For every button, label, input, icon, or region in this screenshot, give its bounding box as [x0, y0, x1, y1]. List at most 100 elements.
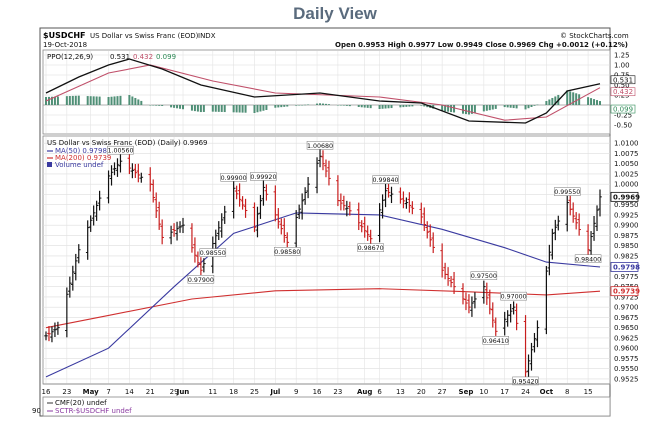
- x-axis-label: 24: [521, 388, 530, 396]
- ppo-histogram-bar: [369, 105, 372, 109]
- price-annotation: 0.95420: [513, 378, 539, 385]
- ppo-histogram-bar: [554, 96, 557, 105]
- ppo-histogram-bar: [363, 105, 366, 108]
- page-title: Daily View: [293, 4, 377, 23]
- price-annotation-box: [500, 291, 527, 301]
- ppo-histogram-bar: [301, 105, 304, 106]
- ppo-histogram-bar: [211, 105, 214, 112]
- price-tick-label: 1.0025: [614, 170, 639, 178]
- price-tick-label: 0.9700: [614, 304, 639, 312]
- ppo-histogram-bar: [232, 105, 235, 113]
- ppo-histogram-bar: [575, 93, 578, 105]
- ppo-histogram-bar: [405, 105, 408, 107]
- price-annotation: 0.99900: [221, 175, 247, 182]
- ppo-histogram-bar: [176, 105, 179, 109]
- ppo-histogram-bar: [426, 105, 429, 108]
- ppo-line: [45, 58, 601, 124]
- ppo-histogram-bar: [548, 99, 551, 105]
- ppo-histogram-bar: [241, 105, 244, 113]
- ppo-value-tag-box: [610, 75, 636, 85]
- ppo-histogram-bar: [494, 105, 497, 109]
- price-tick-label: 0.9575: [614, 355, 639, 363]
- ppo-histogram-bar: [161, 105, 164, 106]
- ppo-histogram-bar: [444, 105, 447, 112]
- price-tick-label: 0.9825: [614, 252, 639, 260]
- ppo-histogram-bar: [238, 105, 241, 113]
- ppo-histogram-bar: [360, 105, 363, 108]
- ppo-histogram-bar: [485, 105, 488, 111]
- ppo-histogram-bar: [235, 105, 238, 113]
- x-axis-label: Sep: [459, 388, 474, 396]
- price-annotation: 0.98580: [274, 249, 300, 256]
- ma200-legend-label: MA(200) 0.9739: [55, 154, 111, 162]
- ppo-histogram-bar: [569, 91, 572, 105]
- ppo-histogram-bar: [423, 105, 426, 107]
- price-tick-label: 0.9650: [614, 324, 639, 332]
- ppo-histogram-bar: [65, 96, 68, 105]
- price-annotation: 0.97900: [188, 277, 214, 284]
- price-tick-label: 0.9525: [614, 375, 639, 383]
- ppo-panel: [42, 49, 611, 135]
- ppo-histogram-bar: [464, 105, 467, 115]
- ppo-histogram-bar: [71, 95, 74, 105]
- ppo-histogram-bar: [256, 105, 259, 113]
- price-value-tag: 0.9739: [613, 288, 640, 296]
- ppo-histogram-bar: [316, 103, 319, 105]
- ppo-value-tag-box: [610, 87, 636, 97]
- price-tick-label: 1.0050: [614, 160, 639, 168]
- ppo-tick-label: -0.50: [614, 122, 632, 130]
- price-annotation: 0.97500: [471, 273, 497, 280]
- x-axis-label: 6: [377, 388, 382, 396]
- x-axis-label: 27: [438, 388, 447, 396]
- ppo-histogram-bar: [357, 105, 360, 107]
- ppo-histogram-bar: [572, 92, 575, 105]
- price-tick-label: 0.9600: [614, 345, 639, 353]
- ppo-histogram-bar: [491, 105, 494, 110]
- ppo-histogram-bar: [182, 105, 185, 110]
- ppo-histogram-bar: [53, 96, 56, 105]
- ppo-histogram-bar: [190, 105, 193, 111]
- x-axis-label: Jul: [269, 388, 280, 396]
- sctr-legend-label: SCTR-$USDCHF undef: [55, 407, 132, 415]
- price-annotation: 1.00680: [307, 143, 333, 150]
- ppo-histogram-bar: [551, 97, 554, 105]
- ppo-axis: 1.251.000.750.500.25-0.25-0.500.5310.432…: [610, 52, 636, 130]
- price-annotation-box: [250, 172, 277, 181]
- ppo-histogram-bar: [596, 100, 599, 105]
- ppo-histogram-bar: [134, 97, 137, 105]
- ppo-tick-label: 1.00: [614, 62, 630, 70]
- ppo-histogram-bar: [450, 105, 453, 113]
- price-tick-label: 0.9725: [614, 293, 639, 301]
- price-value-tag-box: [610, 286, 639, 297]
- price-annotation-box: [357, 243, 384, 252]
- price-annotation: 0.99550: [554, 189, 580, 196]
- x-axis-label: 11: [208, 388, 217, 396]
- ppo-histogram-bar: [327, 104, 330, 105]
- x-axis-label: Jun: [176, 388, 190, 396]
- ppo-histogram-bar: [86, 96, 89, 105]
- ppo-histogram-bar: [506, 105, 509, 108]
- ppo-histogram-bar: [307, 104, 310, 105]
- ppo-histogram-bar: [259, 105, 262, 112]
- price-annotation-box: [470, 271, 498, 280]
- price-value-tag: 0.9969: [613, 193, 640, 201]
- ppo-histogram-bar: [137, 99, 140, 105]
- x-axis-label: 8: [565, 388, 569, 396]
- ppo-histogram-bar: [283, 105, 286, 107]
- ppo-histogram-bar: [277, 105, 280, 108]
- ppo-histogram-bar: [56, 96, 59, 105]
- ppo-histogram-bar: [587, 97, 590, 105]
- ppo-value-tag: 0.531: [613, 76, 633, 84]
- price-annotation-box: [187, 275, 215, 284]
- ppo-histogram-bar: [179, 105, 182, 109]
- ppo-histogram-bar: [295, 105, 298, 106]
- ppo-histogram-bar: [348, 105, 351, 107]
- price-bars: [44, 149, 602, 379]
- exchange-label: INDX: [198, 32, 216, 40]
- ppo-signal-line: [45, 64, 601, 121]
- ppo-histogram-bar: [202, 105, 205, 112]
- price-tick-label: 0.9850: [614, 242, 639, 250]
- price-tick-label: 1.0075: [614, 150, 639, 158]
- ppo-histogram-bar: [524, 105, 527, 110]
